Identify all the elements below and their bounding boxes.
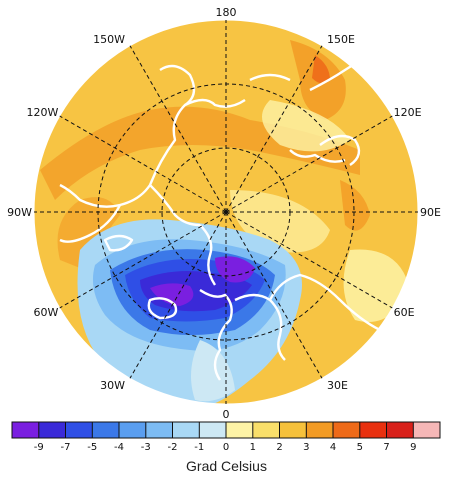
colorbar-swatch bbox=[252, 422, 280, 438]
longitude-label: 30W bbox=[100, 379, 125, 392]
colorbar-tick-label: -5 bbox=[87, 442, 97, 453]
colorbar-swatch bbox=[172, 422, 200, 438]
mild-band bbox=[343, 249, 410, 322]
coastlines bbox=[59, 53, 411, 381]
colorbar-swatch bbox=[413, 422, 441, 438]
colorbar-swatch bbox=[12, 422, 40, 438]
latitude-circle bbox=[97, 83, 355, 341]
colorbar-tick-label: -3 bbox=[141, 442, 151, 453]
graticule bbox=[34, 20, 418, 404]
colorbar-tick-label: 5 bbox=[357, 442, 363, 453]
colorbar-swatch bbox=[65, 422, 93, 438]
colorbar-tick-label: 1 bbox=[250, 442, 256, 453]
longitude-label: 120W bbox=[27, 106, 59, 119]
colorbar-tick-label: -7 bbox=[61, 442, 71, 453]
warm-band bbox=[340, 180, 370, 231]
longitude-label: 150E bbox=[327, 33, 355, 46]
longitude-label: 0 bbox=[223, 408, 230, 421]
longitude-label: 90E bbox=[420, 206, 441, 219]
colorbar-swatch bbox=[92, 422, 120, 438]
colorbar-tick-label: -1 bbox=[194, 442, 204, 453]
colorbar-swatch bbox=[386, 422, 414, 438]
colorbar-tick-label: 2 bbox=[276, 442, 282, 453]
colorbar-tick-label: 7 bbox=[383, 442, 389, 453]
latitude-circle bbox=[161, 147, 291, 277]
colorbar-tick-label: 3 bbox=[303, 442, 309, 453]
longitude-label: 60E bbox=[394, 306, 415, 319]
colorbar: -9 -7 -5 -4 -3 -2 -1 0 1 2 3 4 5 7 9 bbox=[11, 421, 441, 453]
colorbar-swatch bbox=[119, 422, 147, 438]
colorbar-swatch bbox=[279, 422, 307, 438]
longitude-label: 150W bbox=[93, 33, 125, 46]
colorbar-tick-label: -9 bbox=[34, 442, 44, 453]
longitude-label: 120E bbox=[394, 106, 422, 119]
colorbar-swatch bbox=[359, 422, 387, 438]
longitude-label: 60W bbox=[34, 306, 59, 319]
colorbar-tick-label: 9 bbox=[410, 442, 416, 453]
colorbar-swatch bbox=[226, 422, 254, 438]
colorbar-swatch bbox=[199, 422, 227, 438]
warm-band bbox=[312, 55, 330, 84]
colorbar-tick-label: -4 bbox=[114, 442, 124, 453]
longitude-labels: 180 150E 120E 90E 60E 30E 0 30W 60W 90W 120W 150W bbox=[7, 6, 441, 421]
colorbar-tick-label: 0 bbox=[223, 442, 229, 453]
longitude-label: 30E bbox=[327, 379, 348, 392]
warm-band bbox=[57, 197, 120, 270]
cold-fringe bbox=[191, 340, 235, 402]
cold-core bbox=[150, 283, 194, 306]
colorbar-swatch bbox=[38, 422, 66, 438]
colorbar-swatch bbox=[306, 422, 334, 438]
colorbar-swatch bbox=[333, 422, 361, 438]
colorbar-swatch bbox=[145, 422, 173, 438]
colorbar-tick-label: -2 bbox=[168, 442, 178, 453]
longitude-label: 180 bbox=[216, 6, 237, 19]
longitude-label: 90W bbox=[7, 206, 32, 219]
colorbar-unit-label: Grad Celsius bbox=[186, 458, 267, 474]
colorbar-tick-label: 4 bbox=[330, 442, 336, 453]
